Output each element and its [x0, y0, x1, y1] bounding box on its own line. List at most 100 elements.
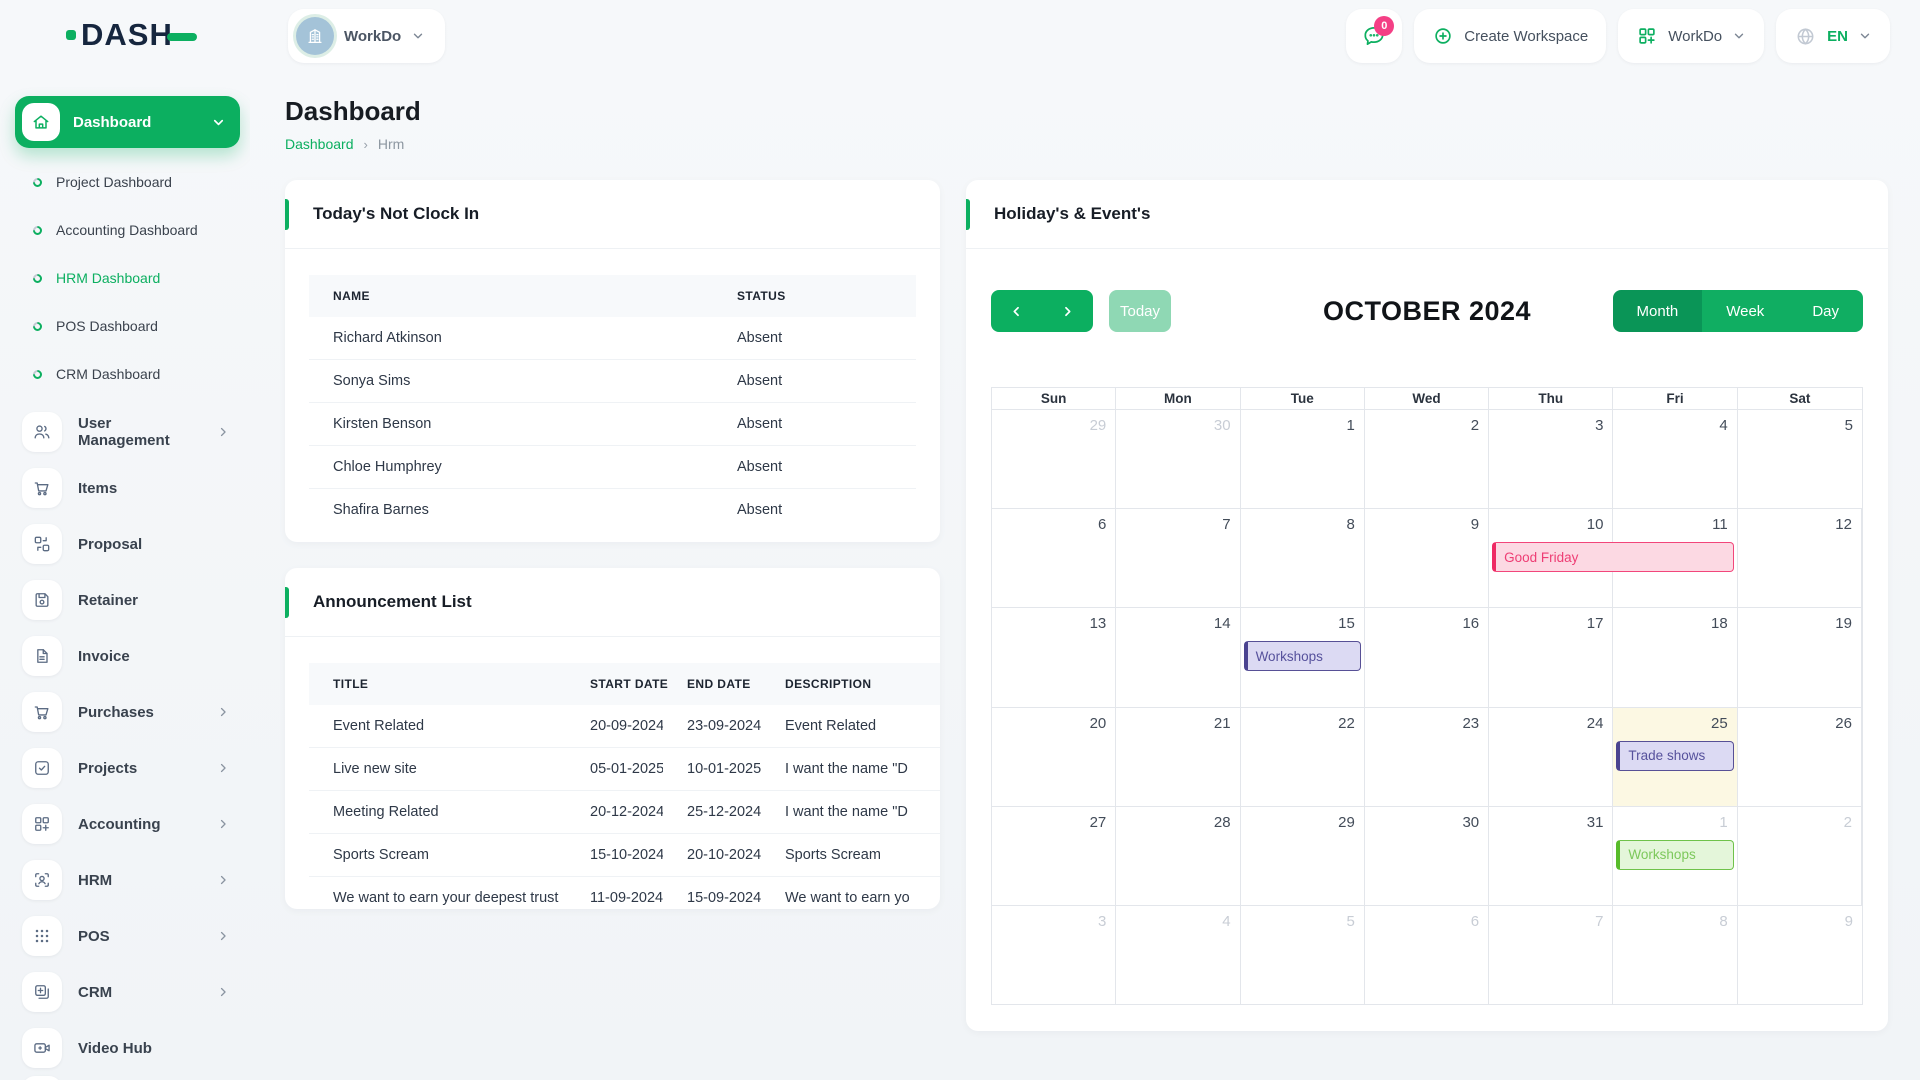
calendar-day-cell[interactable]: 8 [1613, 905, 1738, 1005]
calendar-day-cell[interactable]: 7 [1116, 509, 1241, 608]
calendar-day-cell[interactable]: 11 [1613, 509, 1738, 608]
sidebar-item-pos[interactable]: POS [0, 908, 250, 964]
calendar-day-cell[interactable]: 8 [1241, 509, 1365, 608]
calendar-day-cell[interactable]: 4 [1613, 410, 1738, 509]
logo-text: DASH [81, 17, 173, 52]
sidebar-item-accounting[interactable]: Accounting [0, 796, 250, 852]
sidebar-item-project-dashboard[interactable]: Project Dashboard [0, 158, 250, 206]
calendar-view-week-button[interactable]: Week [1702, 290, 1789, 332]
apps-workdo-label: WorkDo [1668, 27, 1723, 45]
day-number: 1 [1346, 417, 1355, 434]
calendar-day-cell[interactable]: 3 [1489, 410, 1614, 509]
calendar-view-day-button[interactable]: Day [1788, 290, 1863, 332]
calendar-day-cell[interactable]: 26 [1738, 707, 1862, 806]
employee-status: Absent [713, 445, 916, 489]
left-column: Today's Not Clock In NAME STATUS Richard… [285, 180, 940, 909]
sidebar-item-invoice[interactable]: Invoice [0, 628, 250, 684]
calendar-day-cell[interactable]: 24 [1489, 707, 1614, 806]
calendar-day-cell[interactable]: 29 [1241, 806, 1365, 905]
calendar-day-cell[interactable]: 15 [1241, 608, 1365, 707]
topbar-actions: 0 Create Workspace WorkDo EN [1346, 9, 1890, 63]
announcement-end-date: 25-12-2024 [663, 790, 761, 834]
sidebar-item-projects[interactable]: Projects [0, 740, 250, 796]
calendar-day-cell[interactable]: 23 [1365, 707, 1490, 806]
calendar-day-cell[interactable]: 12 [1738, 509, 1862, 608]
announcement-end-date: 10-01-2025 [663, 747, 761, 791]
app-logo[interactable]: DASH [66, 17, 197, 53]
announcement-title: Event Related [333, 718, 425, 734]
calendar-day-cell[interactable]: 16 [1365, 608, 1490, 707]
calendar-next-button[interactable] [1042, 290, 1093, 332]
sidebar-item-hrm-dashboard[interactable]: HRM Dashboard [0, 254, 250, 302]
calendar-day-cell[interactable]: 1 [1613, 806, 1738, 905]
calendar-view-month-button[interactable]: Month [1612, 290, 1703, 332]
calendar-day-cell[interactable]: 31 [1489, 806, 1614, 905]
announcement-title: Meeting Related [309, 790, 566, 834]
sidebar-item-retainer[interactable]: Retainer [0, 572, 250, 628]
messages-button[interactable]: 0 [1346, 9, 1403, 63]
sidebar-item-accounting-dashboard[interactable]: Accounting Dashboard [0, 206, 250, 254]
sidebar-menu: User Management Items Proposal Retainer Invo… [0, 404, 250, 1076]
calendar-event-trade-shows[interactable]: Trade shows [1616, 740, 1734, 771]
calendar-day-cell[interactable]: 21 [1116, 707, 1241, 806]
bullet-icon [31, 175, 44, 189]
calendar-event-good-friday[interactable]: Good Friday [1492, 542, 1734, 573]
sidebar-item-pos-dashboard[interactable]: POS Dashboard [0, 302, 250, 350]
calendar-day-cell[interactable]: 2 [1365, 410, 1490, 509]
calendar-day-cell[interactable]: 30 [1365, 806, 1490, 905]
proposal-icon [22, 524, 62, 564]
sidebar-item-user-management[interactable]: User Management [0, 404, 250, 460]
calendar-day-cell[interactable]: 4 [1116, 905, 1241, 1005]
sidebar-item-items[interactable]: Items [0, 460, 250, 516]
create-workspace-button[interactable]: Create Workspace [1414, 9, 1607, 63]
calendar-day-cell[interactable]: 9 [1365, 509, 1490, 608]
sidebar-item-label: CRM Dashboard [56, 366, 161, 382]
sidebar-item-label: Project Dashboard [56, 174, 172, 190]
sidebar-item-crm[interactable]: CRM [0, 964, 250, 1020]
sidebar-item-label: HRM Dashboard [56, 270, 161, 286]
calendar-day-cell[interactable]: 17 [1489, 608, 1614, 707]
calendar-day-cell[interactable]: 27 [992, 806, 1117, 905]
chevron-left-icon [1013, 306, 1019, 316]
announcement-start-date: 15-10-2024 [566, 833, 663, 877]
calendar-prev-button[interactable] [991, 290, 1042, 332]
calendar-day-cell[interactable]: 14 [1116, 608, 1241, 707]
sidebar-item-proposal[interactable]: Proposal [0, 516, 250, 572]
calendar-day-cell[interactable]: 1 [1241, 410, 1365, 509]
calendar-day-cell[interactable]: 5 [1241, 905, 1365, 1005]
workspace-selector[interactable]: WorkDo [288, 9, 446, 63]
apps-workdo-button[interactable]: WorkDo [1618, 9, 1765, 63]
calendar-day-cell[interactable]: 2 [1738, 806, 1862, 905]
sidebar-item-video-hub[interactable]: Video Hub [0, 1020, 250, 1076]
calendar-day-cell[interactable]: 9 [1738, 906, 1862, 1004]
topbar: DASH WorkDo 0 Create Workspace WorkDo [0, 0, 1920, 70]
breadcrumb-dashboard-link[interactable]: Dashboard [285, 136, 354, 152]
column-header-name: NAME [309, 275, 713, 317]
calendar-day-cell[interactable]: 6 [1365, 905, 1490, 1005]
language-button[interactable]: EN [1776, 9, 1890, 63]
calendar-day-cell[interactable]: 13 [992, 608, 1117, 707]
day-number: 4 [1719, 417, 1728, 434]
calendar-today-button[interactable]: Today [1109, 290, 1171, 332]
plus-circle-icon [1435, 28, 1451, 44]
announcement-table-wrap: TITLE START DATE END DATE DESCRIPTION Ev… [309, 663, 940, 909]
calendar-day-cell[interactable]: 18 [1613, 608, 1738, 707]
sidebar-item-hrm[interactable]: HRM [0, 852, 250, 908]
sidebar-item-dashboard[interactable]: Dashboard [15, 96, 240, 148]
announcement-card-title: Announcement List [313, 592, 472, 611]
calendar-event-workshops[interactable]: Workshops [1616, 839, 1734, 870]
sidebar-item-purchases[interactable]: Purchases [0, 684, 250, 740]
calendar-day-cell[interactable]: 28 [1116, 806, 1241, 905]
calendar-day-cell[interactable]: 6 [992, 509, 1117, 608]
calendar-day-cell[interactable]: 29 [992, 410, 1117, 509]
calendar-day-cell[interactable]: 3 [992, 905, 1117, 1005]
calendar-event-workshops[interactable]: Workshops [1243, 641, 1361, 672]
calendar-card-header: Holiday's & Event's [966, 180, 1888, 249]
calendar-day-cell[interactable]: 7 [1489, 905, 1614, 1005]
calendar-day-cell[interactable]: 20 [992, 707, 1117, 806]
calendar-day-cell[interactable]: 19 [1738, 608, 1862, 707]
sidebar-item-crm-dashboard[interactable]: CRM Dashboard [0, 350, 250, 398]
calendar-day-cell[interactable]: 22 [1241, 707, 1365, 806]
calendar-day-cell[interactable]: 5 [1738, 410, 1862, 508]
calendar-day-cell[interactable]: 30 [1116, 410, 1241, 509]
